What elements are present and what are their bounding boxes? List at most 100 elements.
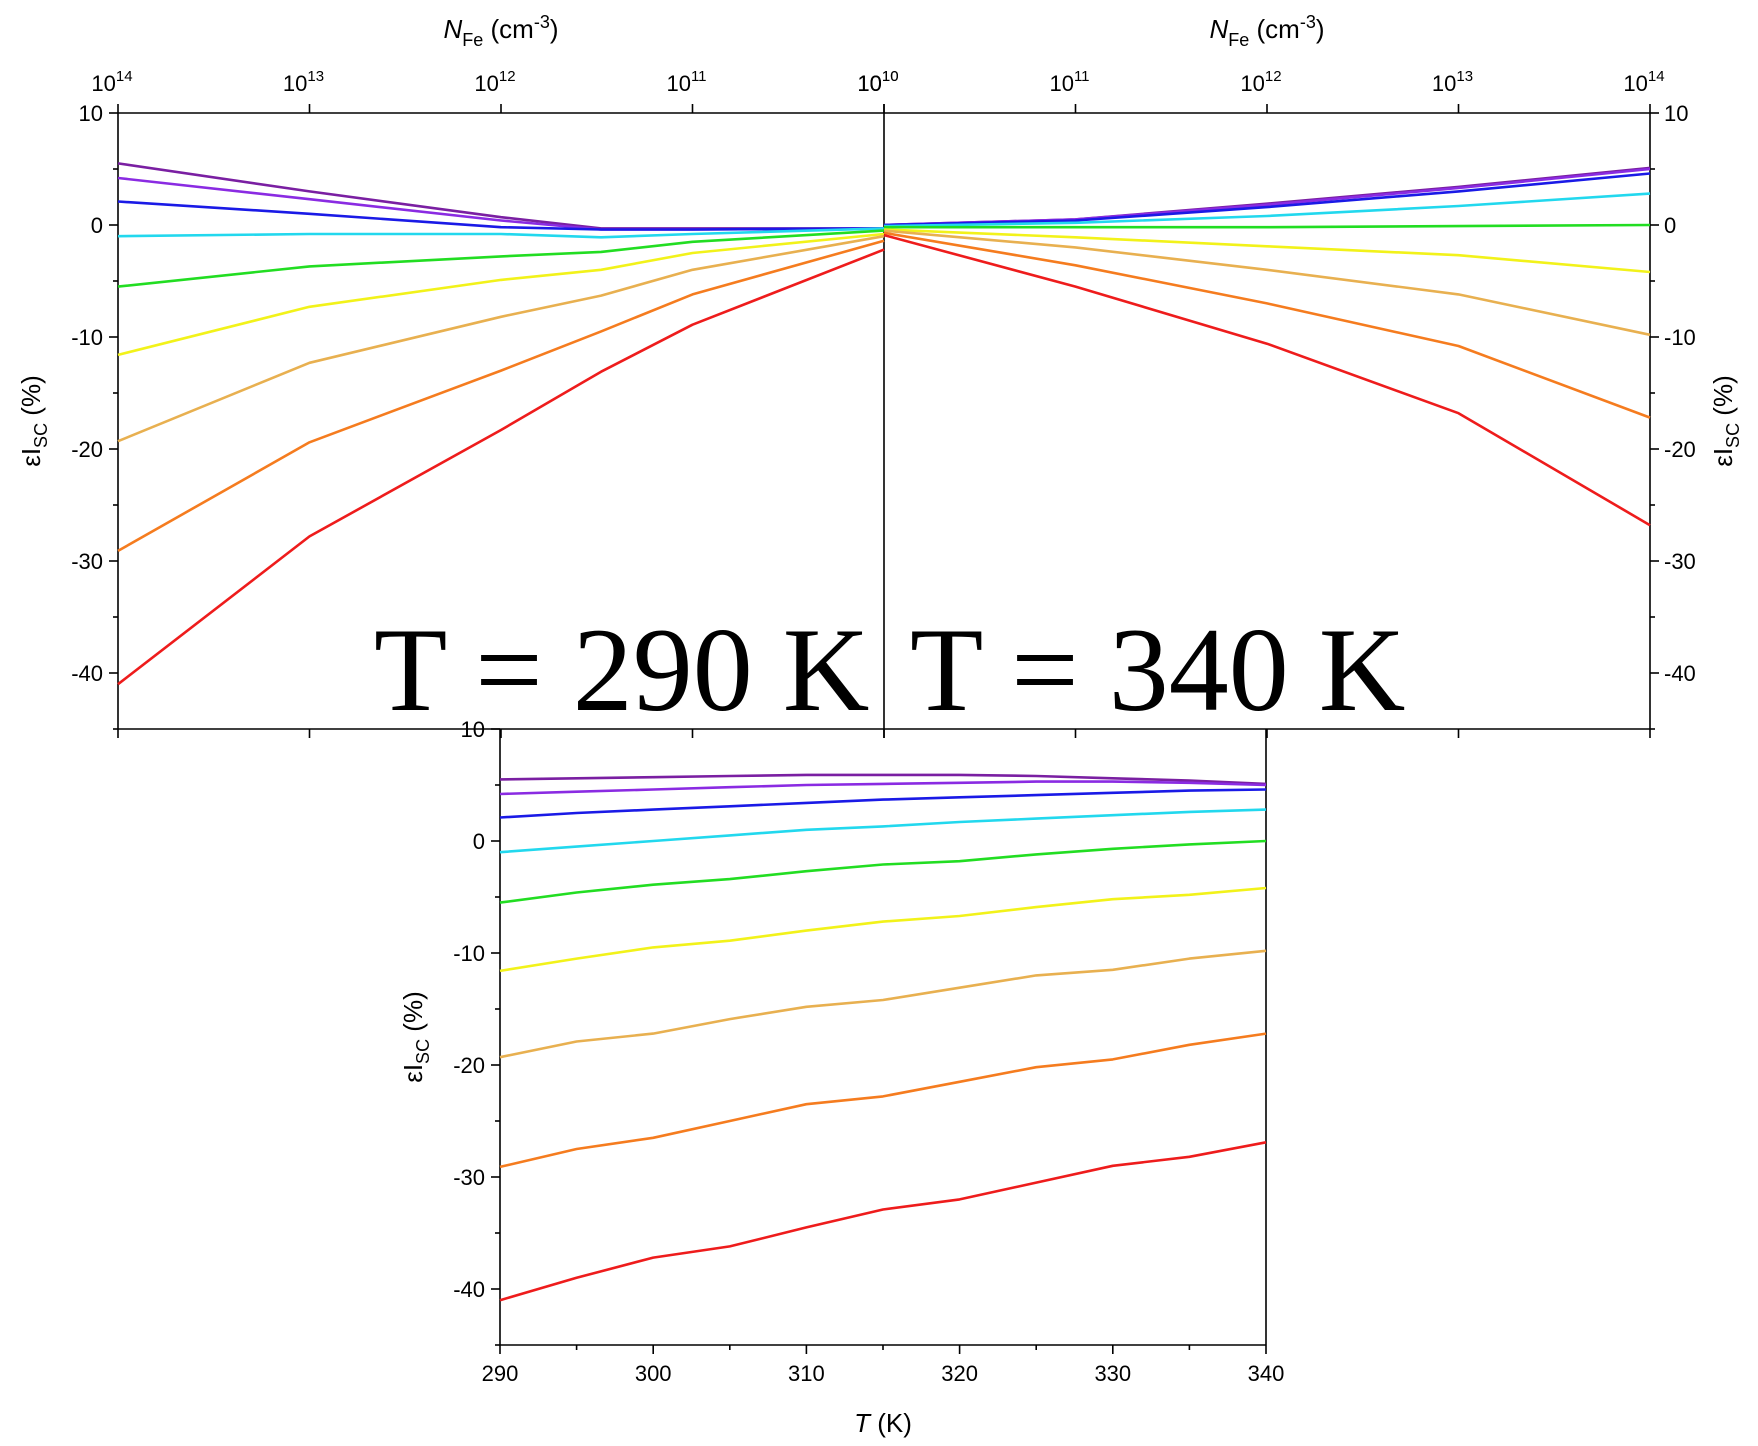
series-line-6 xyxy=(117,232,885,357)
y-axis-title-unit: (%) xyxy=(398,991,428,1039)
series-line-2 xyxy=(117,176,885,231)
x-axis-title-close: ) xyxy=(550,14,559,44)
y-tick-label: -20 xyxy=(71,437,103,462)
x-tick-label: 320 xyxy=(941,1361,978,1386)
x-tick-label: 310 xyxy=(788,1361,825,1386)
y-tick-label: -40 xyxy=(1664,661,1696,686)
y-axis-title-sub: SC xyxy=(1723,423,1743,448)
x-tick-exponent: 10 xyxy=(882,68,899,85)
y-tick-label: -10 xyxy=(453,941,485,966)
y-tick-label: -30 xyxy=(453,1165,485,1190)
series-line-1 xyxy=(117,162,884,230)
series-line-6 xyxy=(883,228,1651,274)
y-tick-label: -40 xyxy=(453,1277,485,1302)
x-tick-base: 10 xyxy=(857,71,881,96)
x-tick-base: 10 xyxy=(1240,71,1264,96)
series-line-9 xyxy=(117,248,885,686)
x-axis-title-sub: Fe xyxy=(462,30,483,50)
x-tick-base: 10 xyxy=(1049,71,1073,96)
series-line-7 xyxy=(883,229,1651,337)
x-axis-title-main: T xyxy=(854,1408,872,1438)
y-tick-label: -40 xyxy=(71,661,103,686)
series-line-4 xyxy=(883,192,1651,228)
x-axis-title: T (K) xyxy=(854,1408,912,1438)
x-tick-exponent: 13 xyxy=(307,68,324,85)
x-tick-label: 1012 xyxy=(474,68,515,96)
series-line-8 xyxy=(499,1032,1267,1169)
x-axis-title: NFe (cm-3) xyxy=(443,12,558,50)
x-tick-label: 1014 xyxy=(91,68,132,96)
x-tick-exponent: 11 xyxy=(691,68,707,85)
x-tick-label: 300 xyxy=(635,1361,672,1386)
y-tick-label: -30 xyxy=(1664,549,1696,574)
y-axis-title: εISC (%) xyxy=(398,991,433,1083)
x-axis-title-close: ) xyxy=(1316,14,1325,44)
x-tick-label: 1014 xyxy=(1623,68,1664,96)
series-line-7 xyxy=(117,234,885,443)
x-tick-base: 10 xyxy=(91,71,115,96)
x-tick-exponent: 10 xyxy=(882,68,899,85)
series-line-8 xyxy=(117,239,885,553)
x-tick-exponent: 12 xyxy=(499,68,516,85)
x-tick-base: 10 xyxy=(1623,71,1647,96)
series-line-6 xyxy=(499,886,1267,973)
x-axis-title-exp: -3 xyxy=(534,12,550,32)
y-axis-title-sub: SC xyxy=(31,423,51,448)
y-axis-title: εISC (%) xyxy=(16,375,51,467)
temperature-label-290: T = 290 K xyxy=(374,603,869,736)
series-line-7 xyxy=(499,949,1267,1059)
x-tick-exponent: 11 xyxy=(1074,68,1090,85)
x-tick-base: 10 xyxy=(666,71,690,96)
x-tick-label: 1010 xyxy=(857,68,898,96)
series-line-3 xyxy=(499,788,1267,819)
x-tick-label: 290 xyxy=(482,1361,519,1386)
x-tick-label: 330 xyxy=(1094,1361,1131,1386)
y-axis-title-sub: SC xyxy=(413,1039,433,1064)
x-tick-exponent: 14 xyxy=(1648,68,1665,85)
x-tick-base: 10 xyxy=(283,71,307,96)
x-tick-label: 1013 xyxy=(1432,68,1473,96)
y-axis-title-unit: (%) xyxy=(1708,375,1738,423)
x-tick-exponent: 14 xyxy=(116,68,133,85)
temperature-label-340: T = 340 K xyxy=(910,603,1405,736)
y-tick-label: 0 xyxy=(473,829,485,854)
series-line-1 xyxy=(499,773,1267,786)
x-tick-base: 10 xyxy=(1432,71,1456,96)
x-tick-exponent: 13 xyxy=(1456,68,1473,85)
chart-bottom-plot: 10 0 -10 -20 -30 -40 290 300 310 320 330 340 T (K) εI… xyxy=(398,717,1284,1438)
x-tick-base: 10 xyxy=(474,71,498,96)
series-line-8 xyxy=(883,231,1651,419)
y-tick-label: -20 xyxy=(1664,437,1696,462)
x-tick-label: 340 xyxy=(1248,1361,1285,1386)
y-tick-label: -20 xyxy=(453,1053,485,1078)
series-line-5 xyxy=(884,223,1651,229)
x-axis-title-unit: (cm xyxy=(1249,14,1300,44)
series-line-3 xyxy=(883,172,1651,227)
x-tick-exponent: 12 xyxy=(1265,68,1282,85)
y-axis-title: εISC (%) xyxy=(1708,375,1743,467)
x-axis-title-unit: (cm xyxy=(483,14,534,44)
x-axis-title-exp: -3 xyxy=(1300,12,1316,32)
x-tick-base: 10 xyxy=(857,71,881,96)
y-axis-title-main: εI xyxy=(398,1064,428,1083)
y-tick-label: 10 xyxy=(461,717,485,742)
x-axis-title-sub: Fe xyxy=(1228,30,1249,50)
x-tick-label: 1010 xyxy=(857,68,898,96)
series-line-4 xyxy=(499,808,1267,854)
x-tick-label: 1011 xyxy=(666,68,706,96)
x-tick-label: 1012 xyxy=(1240,68,1281,96)
y-axis-title-unit: (%) xyxy=(16,375,46,423)
x-axis-title: NFe (cm-3) xyxy=(1209,12,1324,50)
series-line-5 xyxy=(117,229,885,288)
y-tick-label: -10 xyxy=(1664,325,1696,350)
x-tick-label: 1013 xyxy=(283,68,324,96)
y-axis-title-main: εI xyxy=(16,448,46,467)
series-line-5 xyxy=(499,839,1267,904)
y-tick-label: 10 xyxy=(1664,101,1688,126)
y-tick-label: -10 xyxy=(71,325,103,350)
y-tick-label: 0 xyxy=(1664,213,1676,238)
series-line-9 xyxy=(499,1141,1267,1302)
